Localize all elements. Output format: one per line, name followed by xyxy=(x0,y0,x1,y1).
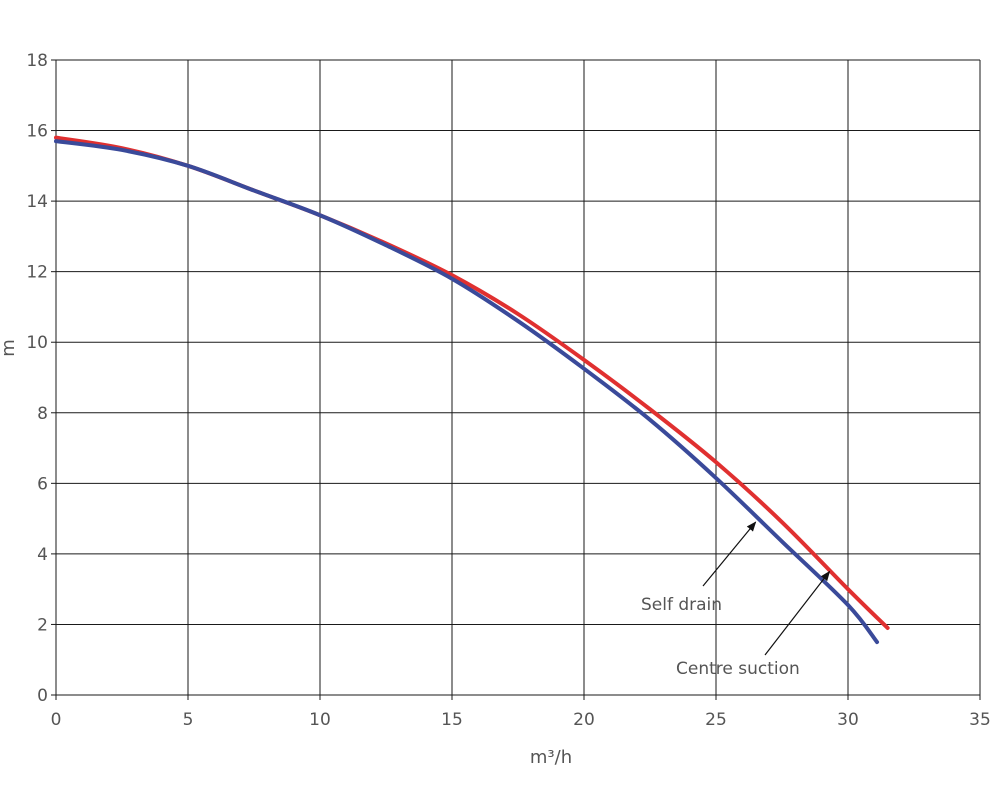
x-tick-label: 30 xyxy=(837,710,859,730)
y-tick-label: 10 xyxy=(26,333,48,353)
y-tick-label: 2 xyxy=(37,615,48,635)
annotation-label-centre-suction: Centre suction xyxy=(676,659,800,679)
annotation-arrow-self-drain xyxy=(702,521,757,587)
y-tick-label: 6 xyxy=(37,474,48,494)
y-tick-label: 8 xyxy=(37,404,48,424)
x-tick-label: 35 xyxy=(969,710,991,730)
y-axis-label: m xyxy=(0,339,19,357)
series xyxy=(54,135,890,645)
y-tick-label: 16 xyxy=(26,122,48,142)
x-tick-label: 5 xyxy=(183,710,194,730)
y-tick-label: 0 xyxy=(37,686,48,706)
series-line-centre-suction xyxy=(54,139,880,645)
annotations: Self drain Centre suction xyxy=(641,521,831,679)
x-tick-label: 0 xyxy=(51,710,62,730)
series-line-self-drain xyxy=(54,135,890,630)
x-tick-label: 10 xyxy=(309,710,331,730)
x-tick-label: 20 xyxy=(573,710,595,730)
grid xyxy=(51,59,981,700)
annotation-arrow-centre-suction xyxy=(764,570,831,656)
x-axis-label: m³/h xyxy=(530,747,572,768)
x-tick-label: 15 xyxy=(441,710,463,730)
y-tick-label: 12 xyxy=(26,263,48,283)
y-tick-label: 4 xyxy=(37,545,48,565)
y-tick-label: 18 xyxy=(26,51,48,71)
x-tick-label: 25 xyxy=(705,710,727,730)
tick-labels: 0 5 10 15 20 25 30 35 0 2 4 6 8 10 12 14 16 18 xyxy=(26,51,990,730)
annotation-label-self-drain: Self drain xyxy=(641,595,722,615)
y-tick-label: 14 xyxy=(26,192,48,212)
